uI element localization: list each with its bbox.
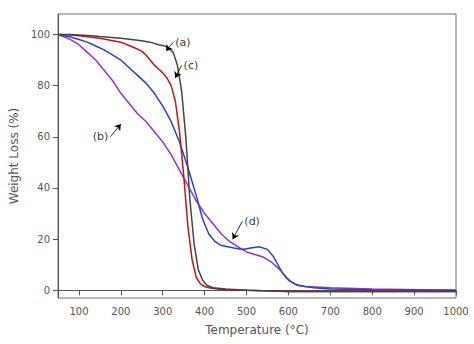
- svg-text:(c): (c): [184, 59, 199, 72]
- svg-text:Temperature (°C): Temperature (°C): [204, 323, 309, 337]
- svg-text:700: 700: [321, 306, 340, 317]
- svg-text:(d): (d): [244, 215, 260, 228]
- svg-text:20: 20: [37, 234, 50, 245]
- svg-text:40: 40: [37, 182, 50, 193]
- svg-text:(a): (a): [175, 36, 190, 49]
- svg-text:800: 800: [363, 306, 382, 317]
- svg-text:600: 600: [279, 306, 298, 317]
- svg-text:100: 100: [31, 29, 50, 40]
- svg-text:0: 0: [44, 285, 50, 296]
- svg-text:900: 900: [405, 306, 424, 317]
- svg-text:300: 300: [153, 306, 172, 317]
- svg-text:500: 500: [237, 306, 256, 317]
- svg-text:80: 80: [37, 80, 50, 91]
- svg-text:200: 200: [111, 306, 130, 317]
- svg-text:400: 400: [195, 306, 214, 317]
- svg-text:(b): (b): [93, 130, 109, 143]
- svg-text:1000: 1000: [443, 306, 468, 317]
- svg-text:100: 100: [69, 306, 88, 317]
- svg-text:60: 60: [37, 131, 50, 142]
- svg-text:Weight Loss (%): Weight Loss (%): [7, 108, 21, 205]
